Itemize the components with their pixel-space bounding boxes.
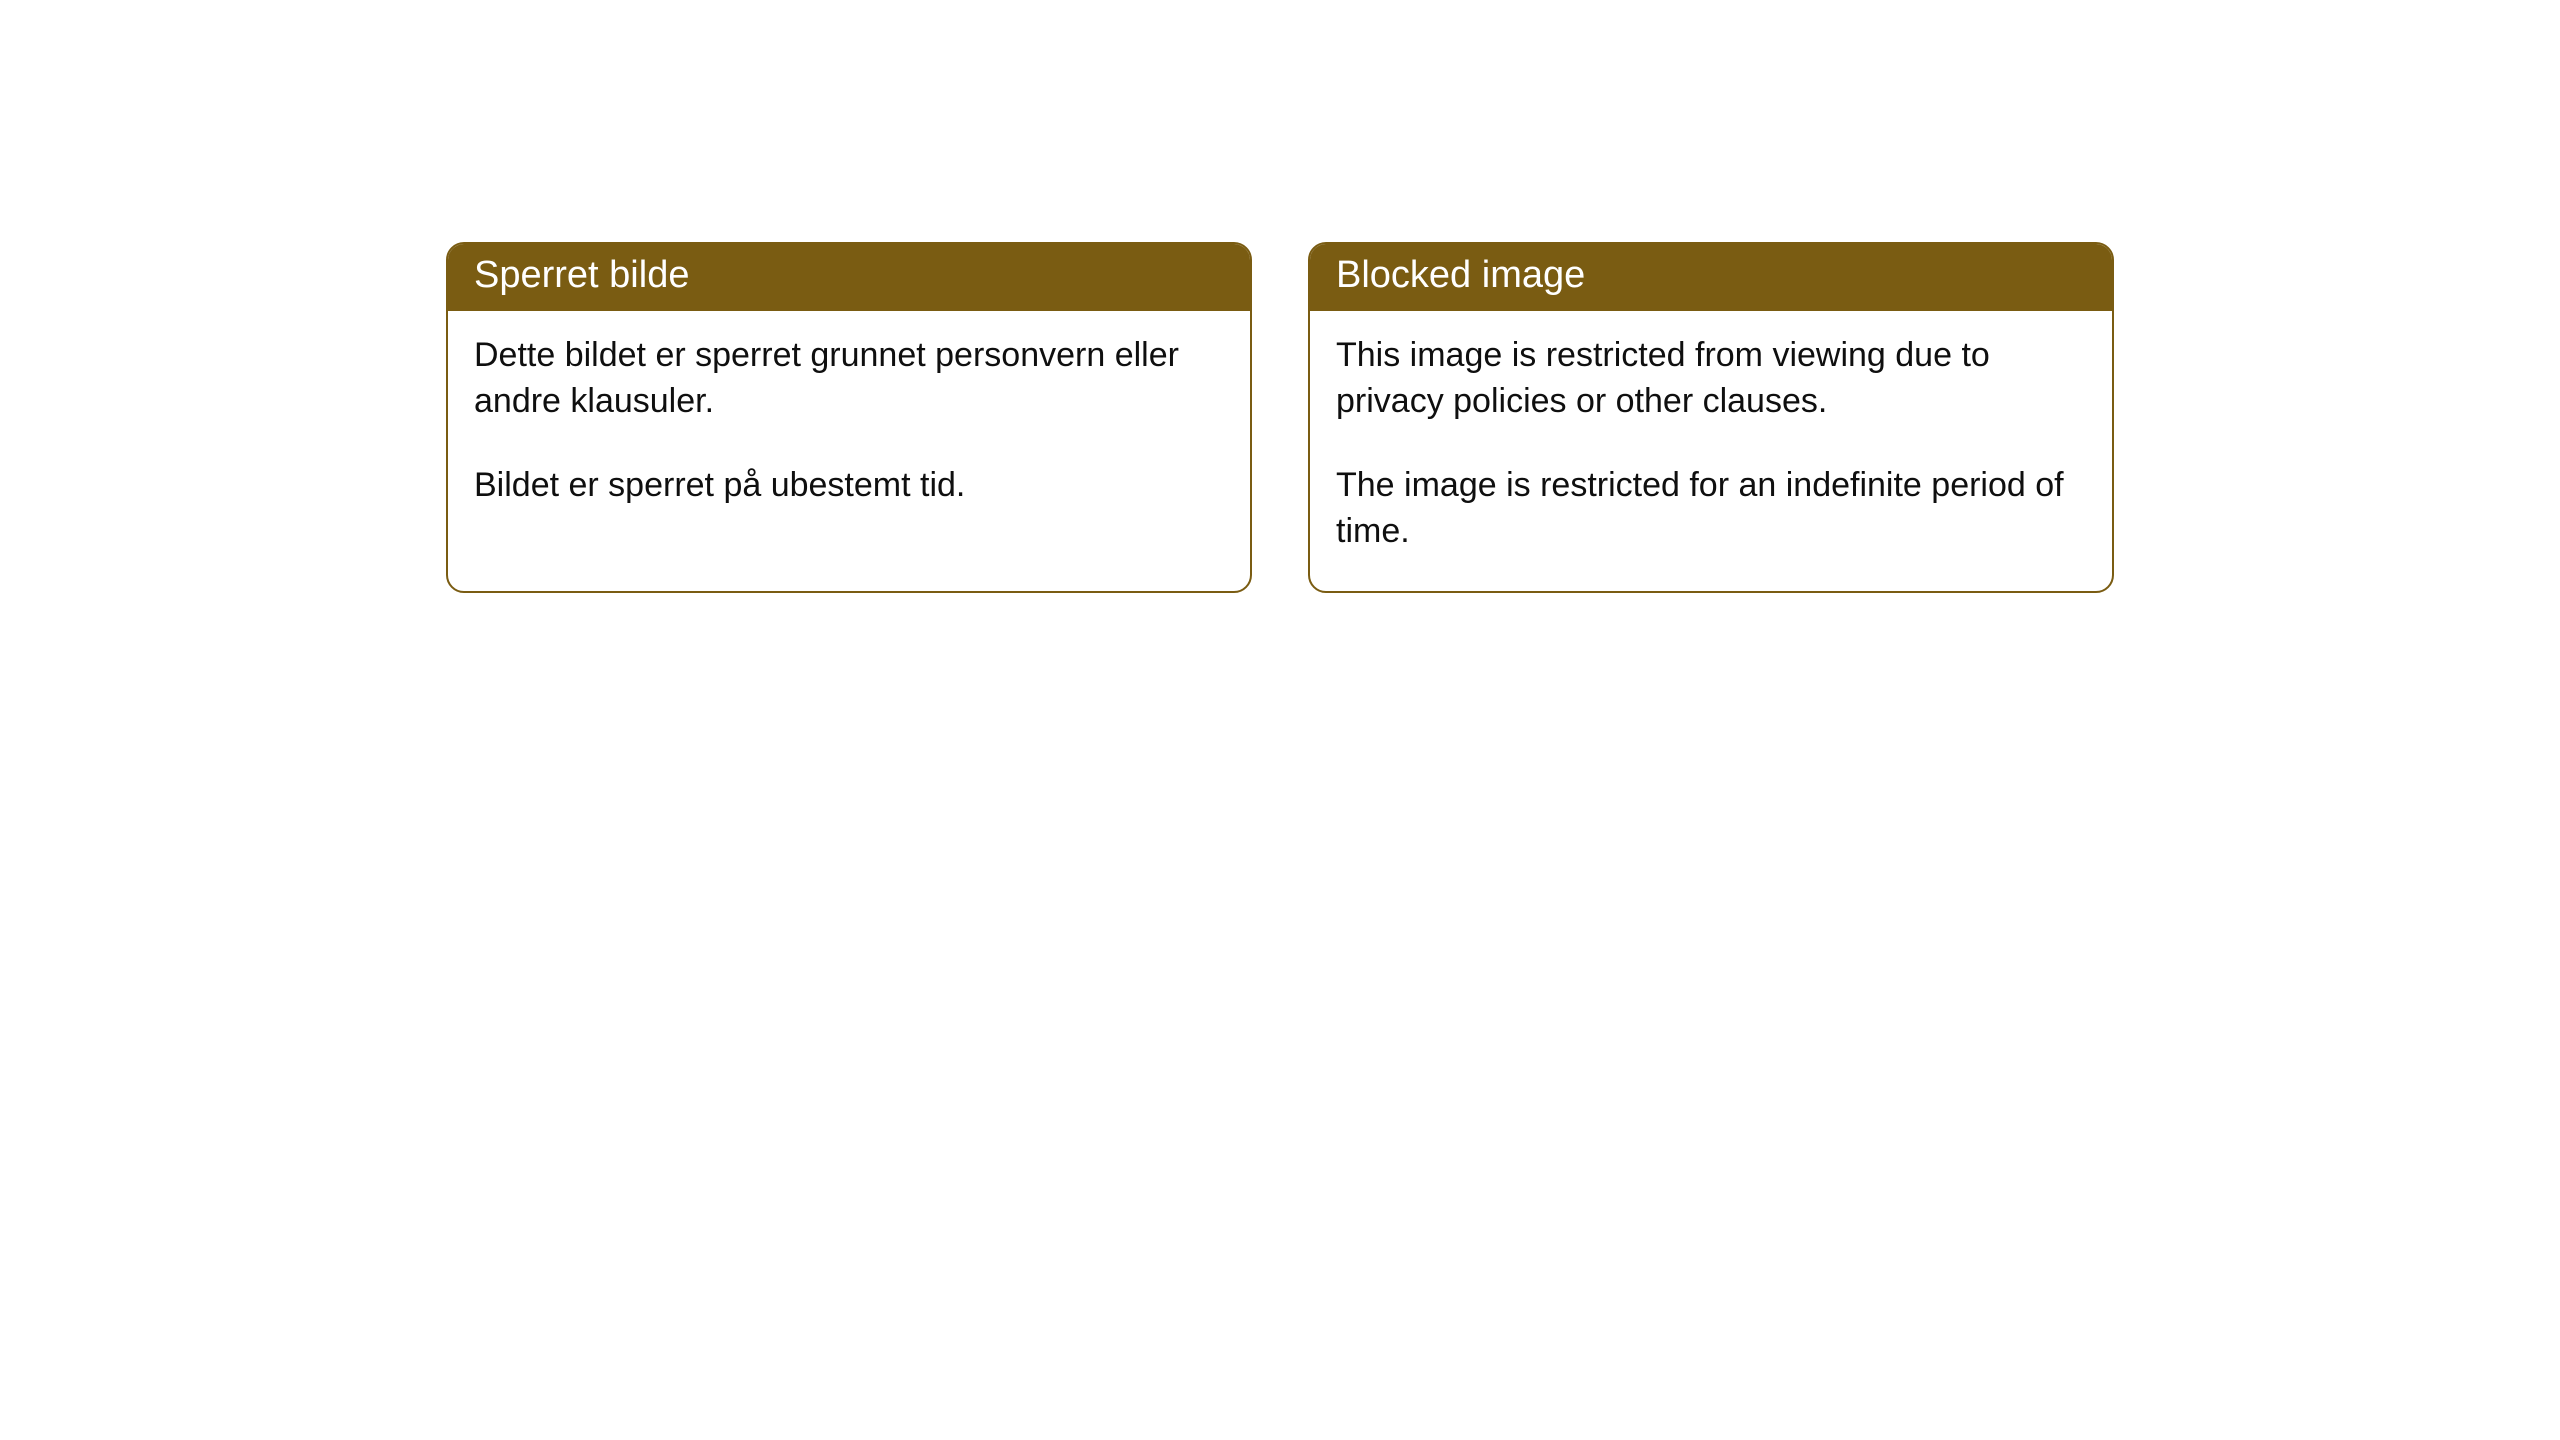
card-paragraph: Dette bildet er sperret grunnet personve… [474, 333, 1224, 425]
card-header: Blocked image [1310, 244, 2112, 311]
card-header: Sperret bilde [448, 244, 1250, 311]
card-paragraph: The image is restricted for an indefinit… [1336, 463, 2086, 555]
notice-cards-container: Sperret bilde Dette bildet er sperret gr… [0, 242, 2560, 593]
card-body: This image is restricted from viewing du… [1310, 311, 2112, 591]
card-paragraph: Bildet er sperret på ubestemt tid. [474, 463, 1224, 509]
card-paragraph: This image is restricted from viewing du… [1336, 333, 2086, 425]
card-body: Dette bildet er sperret grunnet personve… [448, 311, 1250, 545]
notice-card-english: Blocked image This image is restricted f… [1308, 242, 2114, 593]
notice-card-norwegian: Sperret bilde Dette bildet er sperret gr… [446, 242, 1252, 593]
